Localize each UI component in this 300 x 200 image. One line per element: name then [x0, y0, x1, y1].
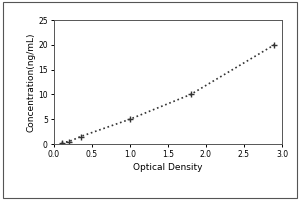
- Y-axis label: Concentration(ng/mL): Concentration(ng/mL): [26, 32, 35, 132]
- X-axis label: Optical Density: Optical Density: [133, 163, 203, 172]
